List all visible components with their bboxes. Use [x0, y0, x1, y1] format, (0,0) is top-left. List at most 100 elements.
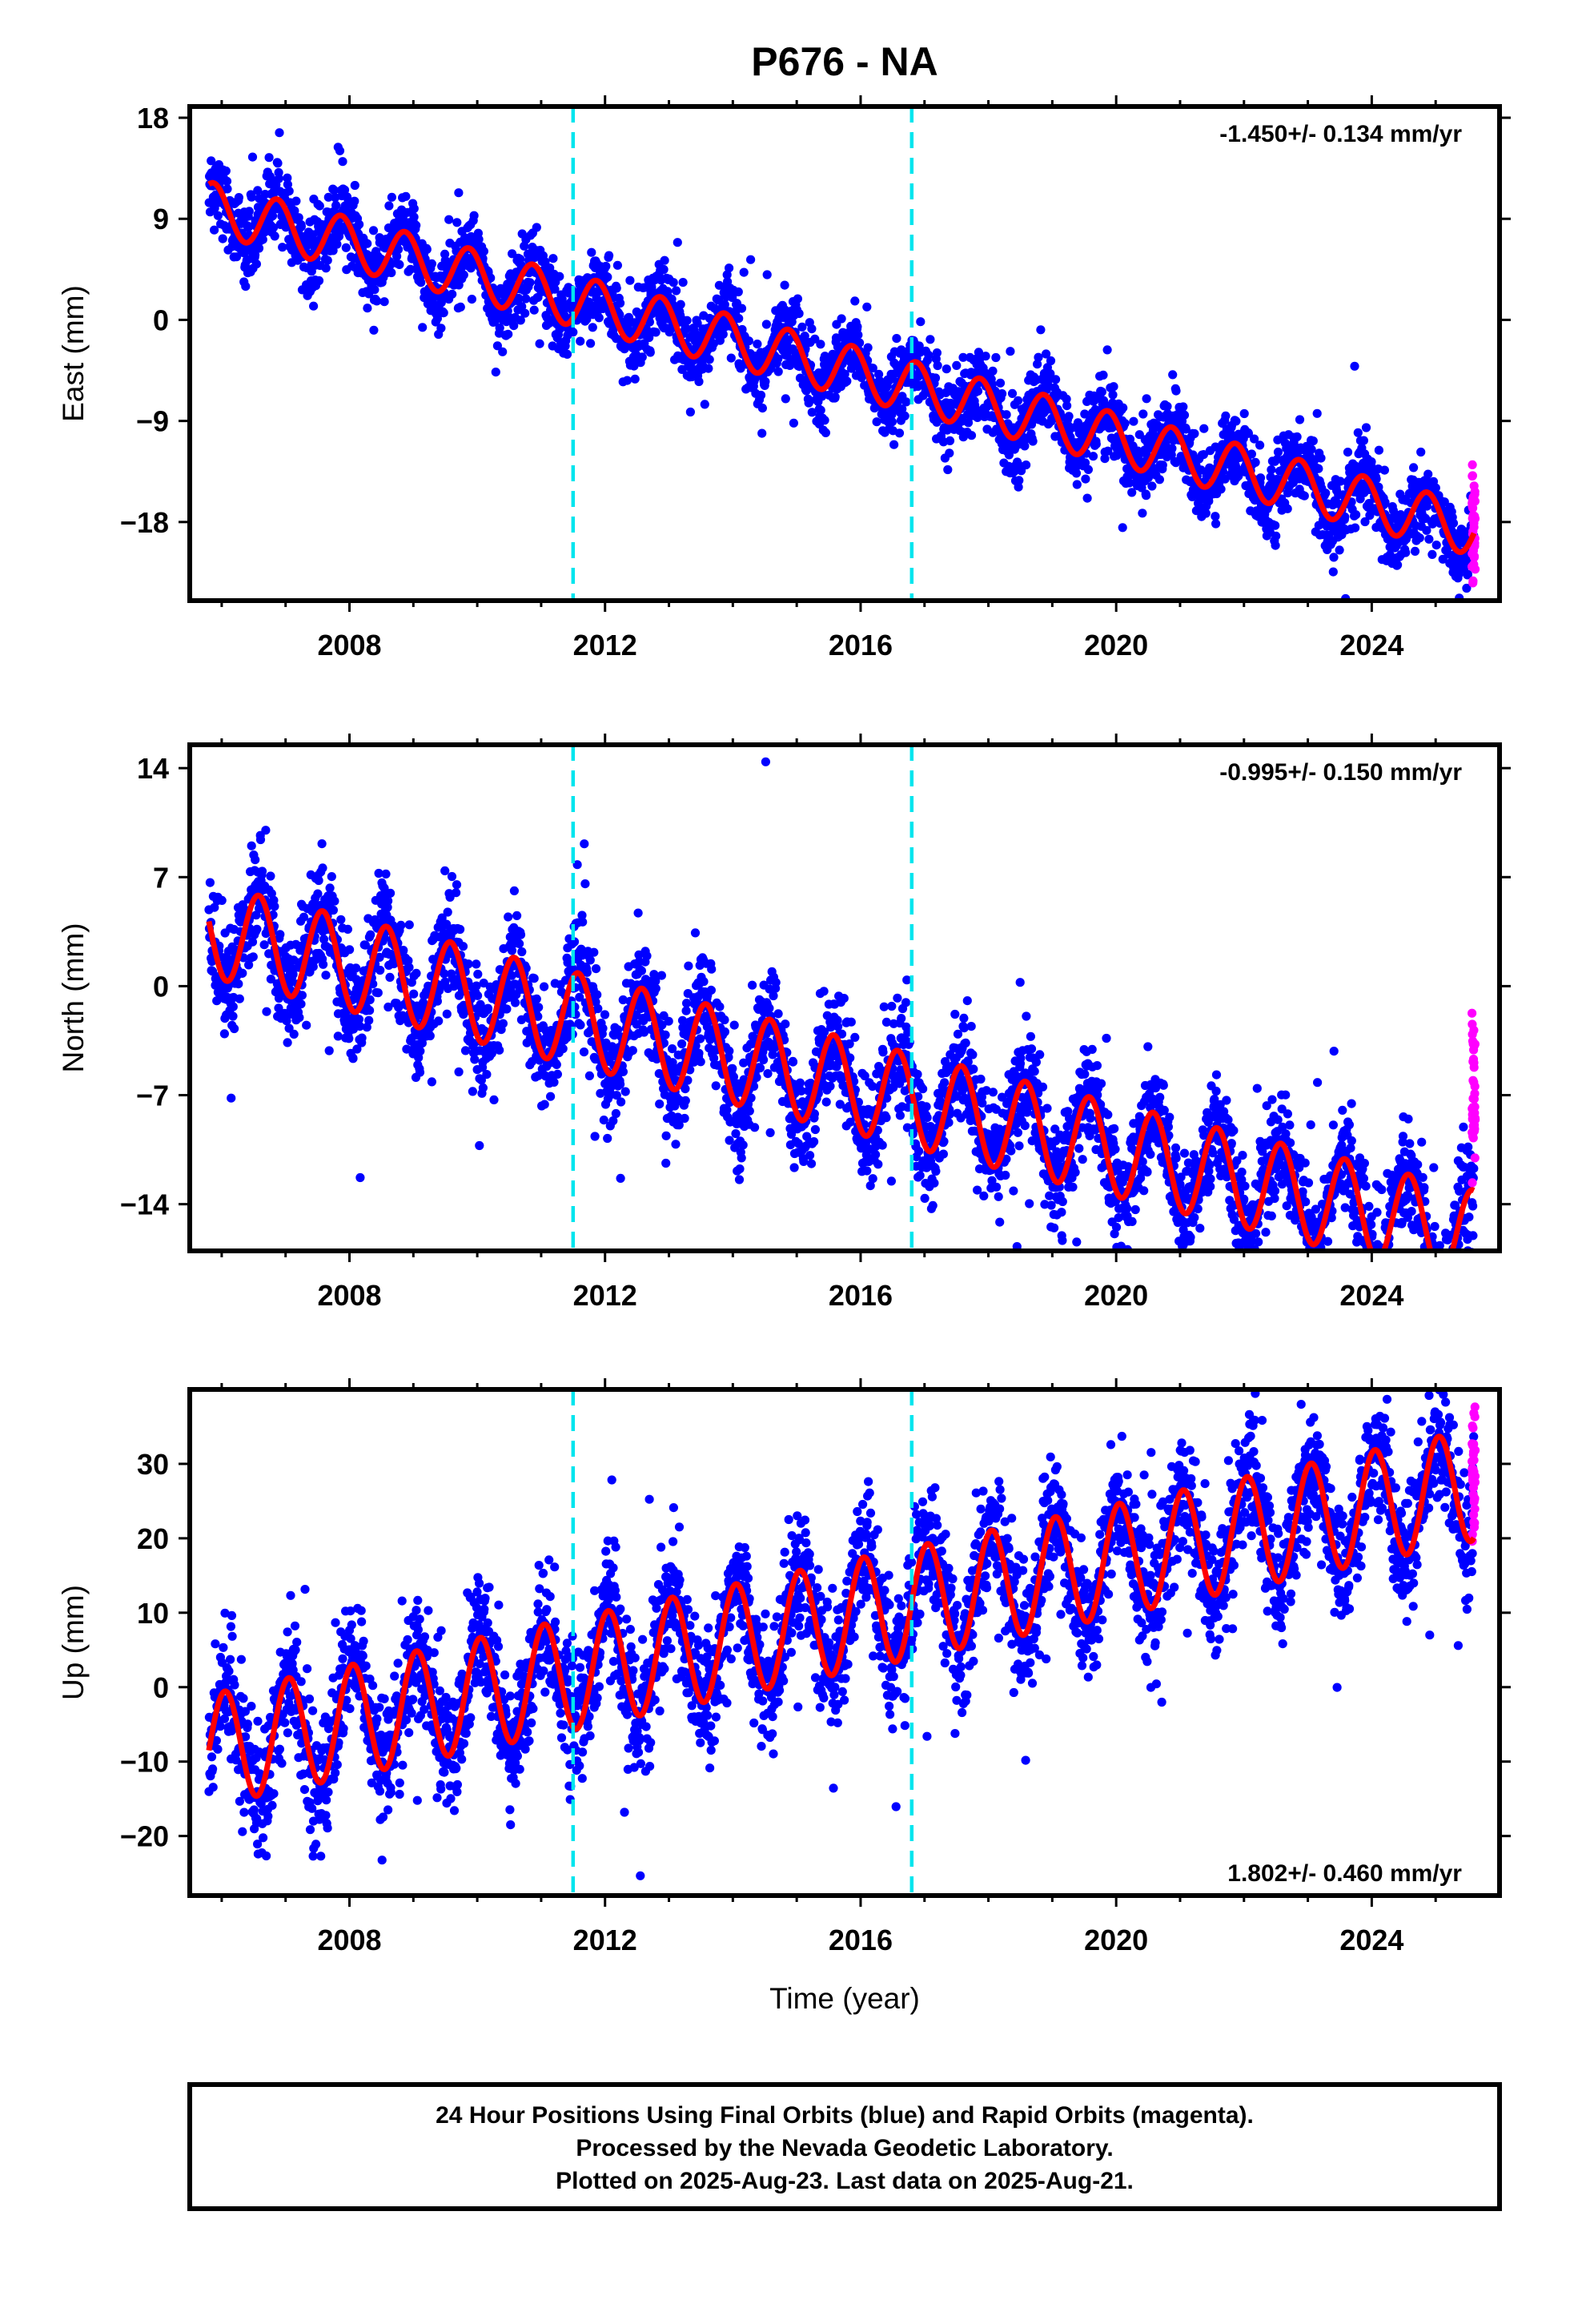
- data-point: [283, 173, 292, 183]
- data-point: [1292, 432, 1302, 442]
- data-point: [473, 991, 483, 1000]
- rapid-point: [1469, 552, 1480, 561]
- data-point: [872, 417, 881, 427]
- data-point: [1120, 419, 1130, 428]
- data-point: [1002, 410, 1011, 420]
- data-point: [889, 440, 899, 449]
- data-point: [238, 968, 247, 978]
- data-point: [584, 1071, 595, 1080]
- data-point: [659, 264, 669, 275]
- data-point: [1100, 454, 1110, 464]
- data-point: [345, 945, 355, 955]
- data-point: [816, 405, 825, 415]
- data-point: [958, 352, 968, 362]
- data-point: [868, 364, 877, 373]
- data-point: [943, 464, 953, 475]
- data-point: [222, 176, 232, 186]
- data-point: [592, 990, 602, 999]
- data-point: [1321, 489, 1331, 498]
- data-point: [1251, 457, 1260, 468]
- rapid-point: [1470, 514, 1480, 524]
- data-point: [694, 376, 704, 387]
- data-point: [440, 866, 450, 875]
- data-point: [357, 1033, 367, 1043]
- data-point: [502, 1004, 512, 1014]
- data-point: [327, 872, 336, 882]
- data-point: [514, 293, 524, 304]
- data-point: [991, 352, 1001, 363]
- data-point: [447, 871, 457, 882]
- data-point: [1162, 401, 1172, 412]
- data-point: [230, 1023, 239, 1034]
- data-point: [1072, 480, 1082, 489]
- x-tick-label: 2008: [317, 629, 381, 661]
- data-point: [1046, 369, 1055, 379]
- data-point: [673, 238, 682, 247]
- data-point: [630, 374, 640, 384]
- rapid-point: [1470, 497, 1480, 506]
- data-point: [548, 254, 558, 263]
- data-point: [309, 301, 319, 311]
- data-point: [1091, 440, 1101, 449]
- data-point: [932, 348, 942, 358]
- data-point: [633, 908, 643, 918]
- data-point: [323, 255, 332, 265]
- data-point: [900, 411, 909, 421]
- data-point: [508, 249, 517, 259]
- data-point: [404, 920, 414, 930]
- data-point: [234, 979, 243, 989]
- data-point: [448, 289, 457, 299]
- data-point: [1314, 464, 1323, 473]
- data-point: [636, 966, 647, 975]
- data-point: [464, 959, 473, 969]
- data-point: [604, 251, 614, 260]
- data-point: [270, 902, 279, 911]
- data-point: [651, 328, 661, 337]
- data-point: [355, 1172, 365, 1183]
- data-point: [459, 270, 468, 279]
- data-point: [412, 968, 421, 978]
- data-point: [478, 1083, 488, 1092]
- data-point: [516, 930, 526, 939]
- data-point: [205, 878, 215, 887]
- data-point: [887, 417, 897, 427]
- data-point: [1102, 345, 1112, 355]
- data-point: [469, 211, 479, 220]
- data-point: [504, 912, 513, 922]
- data-point: [325, 883, 335, 893]
- data-point: [498, 347, 508, 356]
- data-point: [612, 283, 621, 293]
- data-point: [850, 296, 860, 306]
- data-point: [1125, 434, 1135, 444]
- data-point: [598, 1023, 608, 1033]
- data-point: [590, 1132, 600, 1141]
- data-point: [529, 974, 539, 983]
- data-point: [1081, 474, 1090, 484]
- data-point: [409, 203, 419, 214]
- data-point: [579, 1047, 589, 1057]
- data-point: [396, 920, 406, 930]
- data-point: [737, 324, 747, 335]
- data-point: [753, 340, 762, 349]
- rate-label: -1.450+/- 0.134 mm/yr: [1219, 121, 1462, 147]
- data-point: [637, 352, 647, 362]
- data-point: [416, 278, 426, 287]
- data-point: [252, 924, 262, 934]
- data-point: [258, 235, 267, 244]
- data-point: [1097, 387, 1106, 396]
- data-point: [897, 404, 907, 414]
- data-point: [418, 323, 428, 332]
- rapid-point: [1470, 487, 1480, 497]
- data-point: [532, 994, 541, 1003]
- data-point: [409, 212, 419, 222]
- data-point: [642, 951, 652, 961]
- data-point: [341, 243, 351, 252]
- data-point: [1211, 442, 1220, 452]
- data-point: [432, 314, 443, 324]
- data-point: [700, 400, 709, 409]
- data-point: [1312, 408, 1322, 418]
- data-point: [945, 448, 954, 458]
- data-point: [1410, 546, 1420, 557]
- data-point: [995, 378, 1006, 388]
- data-point: [333, 1031, 343, 1041]
